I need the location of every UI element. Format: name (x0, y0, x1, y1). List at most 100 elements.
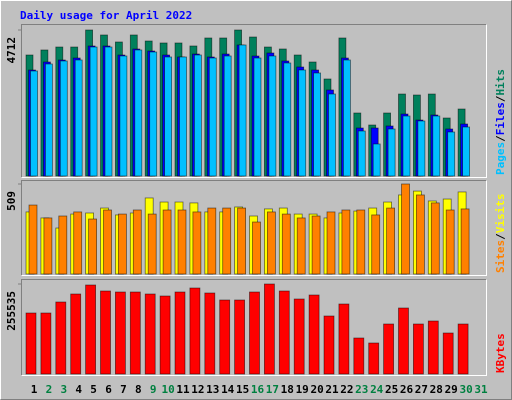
x-tick-label: 20 (310, 383, 323, 396)
bar (462, 126, 471, 177)
panel-edge-light (21, 279, 487, 376)
x-tick-label: 26 (400, 383, 414, 396)
x-tick-label: 27 (415, 383, 428, 396)
bar (371, 214, 381, 275)
bar (43, 217, 53, 275)
legend-separator: / (494, 95, 507, 102)
bar (219, 299, 231, 375)
bar (417, 120, 426, 177)
bar (308, 294, 320, 375)
bar (189, 287, 201, 375)
x-tick-label: 14 (221, 383, 235, 396)
x-tick-label: 16 (251, 383, 265, 396)
bar (132, 209, 142, 275)
bar (460, 208, 470, 275)
x-tick-label: 6 (105, 383, 112, 396)
bar (281, 213, 291, 275)
bar (398, 307, 409, 375)
bar (45, 63, 53, 177)
bar (164, 56, 173, 177)
bar (342, 59, 351, 177)
bar (103, 209, 112, 275)
bar (293, 298, 305, 375)
bar (89, 46, 98, 177)
x-tick-label: 23 (355, 383, 368, 396)
bar (442, 332, 454, 375)
x-tick-label: 4 (75, 383, 82, 396)
bar (238, 44, 247, 177)
bar (193, 54, 202, 177)
bar (328, 93, 336, 177)
bar (204, 292, 216, 375)
bar (356, 209, 366, 275)
bar (207, 207, 217, 275)
bar (249, 291, 260, 375)
panel-edge-light (21, 180, 487, 276)
bar (118, 213, 127, 275)
bar (28, 204, 38, 275)
bar (55, 301, 67, 375)
bar (296, 217, 306, 275)
bar (30, 70, 38, 177)
bar (323, 315, 335, 375)
x-tick-label: 17 (266, 383, 279, 396)
bar (401, 183, 410, 275)
bar (427, 320, 439, 375)
panel-edge-dark (21, 180, 487, 276)
bar (222, 207, 232, 275)
bar (372, 143, 381, 177)
bar (40, 312, 52, 375)
x-tick-label: 21 (325, 383, 339, 396)
legend-separator: / (494, 233, 507, 240)
x-tick-label: 30 (459, 383, 472, 396)
bar (149, 51, 158, 177)
bar (58, 215, 68, 275)
legend: KBytes (494, 333, 507, 373)
bar (430, 202, 440, 275)
bar (313, 72, 322, 177)
legend: Pages/Files/Hits (494, 69, 507, 175)
legend-entry: Visits (494, 194, 507, 234)
bar (100, 290, 111, 375)
bar (353, 337, 365, 375)
x-tick-label: 13 (206, 383, 219, 396)
bar (338, 303, 350, 375)
x-tick-label: 2 (46, 383, 53, 396)
legend-entry: Files (494, 102, 507, 135)
x-tick-label: 19 (296, 383, 309, 396)
bar (115, 291, 126, 375)
bar (386, 207, 396, 275)
x-tick-label: 1 (31, 383, 38, 396)
x-tick-label: 18 (281, 383, 294, 396)
bar (263, 283, 275, 375)
bar (74, 59, 83, 177)
legend: Sites/Visits (494, 194, 507, 274)
bar (387, 128, 396, 177)
bar (283, 62, 292, 177)
bar (383, 323, 395, 375)
bar (457, 323, 469, 375)
chart-title: Daily usage for April 2022 (20, 9, 192, 22)
legend-entry: Pages (494, 142, 507, 175)
bar (144, 293, 156, 375)
bar (445, 209, 455, 275)
bar (415, 194, 425, 275)
panel-edge-light (21, 24, 487, 178)
bar (174, 291, 186, 375)
bar (208, 57, 217, 177)
bar (357, 130, 366, 177)
x-tick-label: 24 (370, 383, 384, 396)
x-tick-label: 25 (385, 383, 398, 396)
x-tick-label: 5 (90, 383, 97, 396)
bar (341, 209, 351, 275)
bar (432, 115, 441, 177)
bar (88, 218, 97, 275)
x-tick-label: 10 (161, 383, 174, 396)
legend-entry: KBytes (494, 333, 507, 373)
bar (402, 115, 411, 177)
x-tick-label: 8 (135, 383, 142, 396)
x-tick-label: 28 (430, 383, 443, 396)
panel-edge-dark (21, 24, 487, 178)
legend-entry: Hits (494, 69, 507, 96)
